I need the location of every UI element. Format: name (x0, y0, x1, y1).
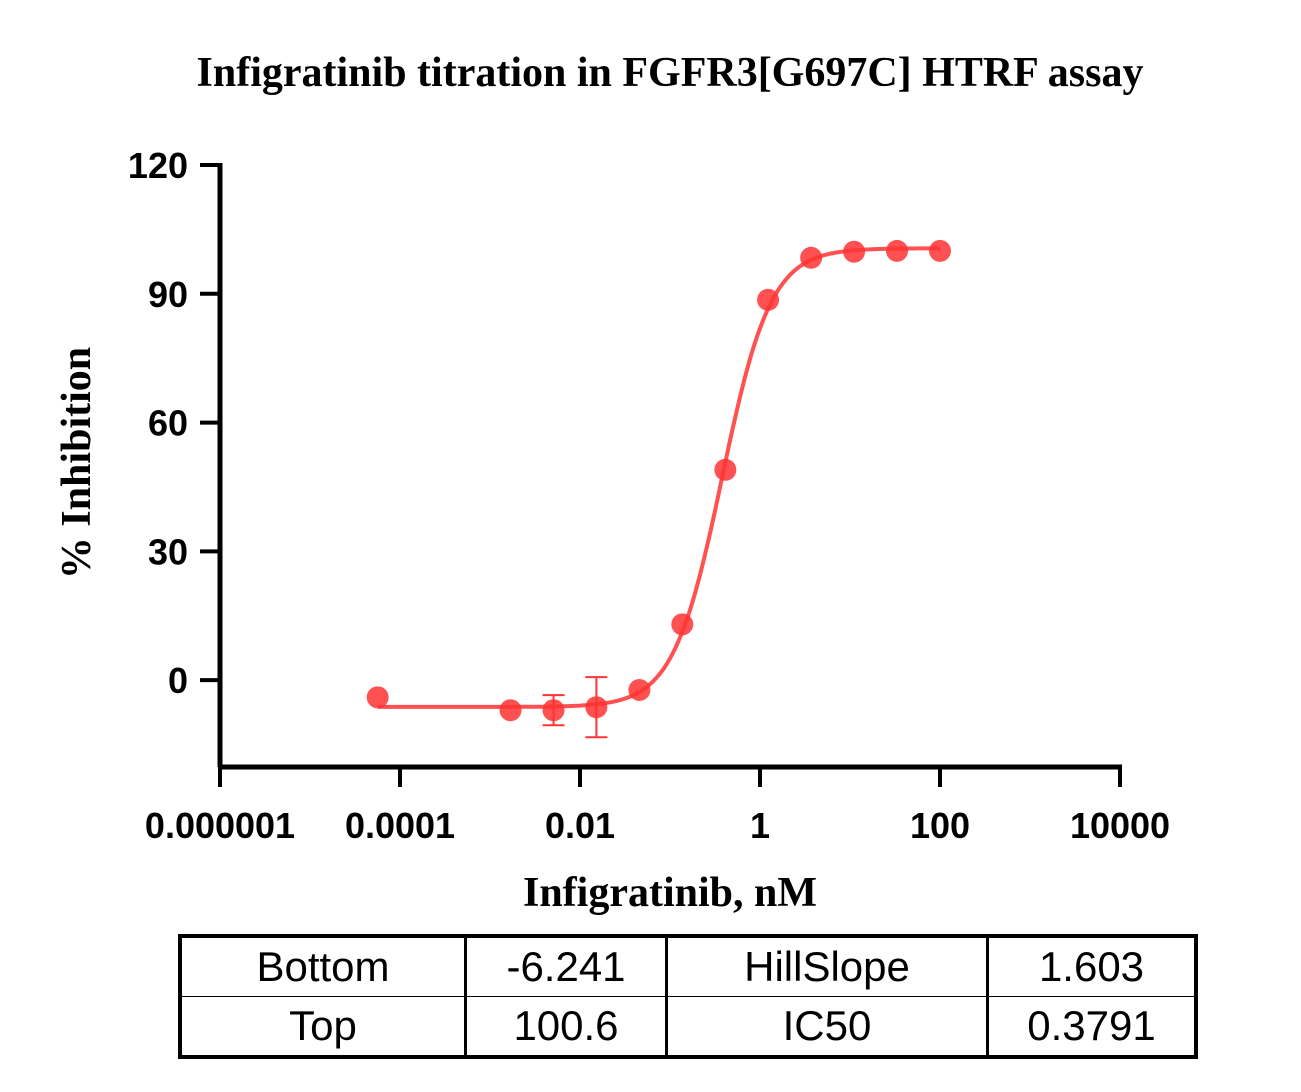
data-point (366, 686, 389, 709)
data-point (929, 239, 951, 262)
y-tick-label: 0 (168, 660, 188, 701)
param-value: 0.3791 (986, 996, 1198, 1057)
fit-parameters-table: Bottom -6.241 HillSlope 1.603 Top 100.6 … (178, 934, 1198, 1059)
x-tick-label: 1 (750, 805, 770, 846)
data-point (886, 239, 909, 262)
data-point (714, 458, 737, 481)
data-point (585, 696, 608, 719)
y-tick-label: 60 (148, 403, 188, 444)
x-tick-label: 10000 (1070, 805, 1170, 846)
y-tick-label: 30 (148, 531, 188, 572)
x-axis-label: Infigratinib, nM (523, 870, 817, 916)
chart-title: Infigratinib titration in FGFR3[G697C] H… (197, 50, 1144, 96)
y-tick-label: 90 (148, 274, 188, 315)
table-row: Top 100.6 IC50 0.3791 (178, 996, 1198, 1057)
param-name: Bottom (178, 936, 467, 997)
data-point (628, 679, 651, 702)
data-point (757, 288, 780, 311)
x-tick-label: 0.0001 (345, 805, 455, 846)
x-tick-label: 0.01 (545, 805, 615, 846)
param-value: 100.6 (464, 996, 668, 1057)
y-tick-label: 120 (128, 145, 188, 186)
fit-curve (377, 246, 940, 709)
data-point (542, 699, 565, 722)
data-point (800, 246, 823, 269)
data-point (671, 613, 694, 636)
param-name: Top (178, 996, 467, 1057)
param-value: 1.603 (986, 936, 1198, 997)
table-row: Bottom -6.241 HillSlope 1.603 (178, 936, 1198, 997)
y-axis-label: % Inhibition (54, 347, 100, 579)
param-name: IC50 (665, 996, 989, 1057)
data-point (499, 699, 522, 722)
x-tick-label: 0.000001 (145, 805, 295, 846)
dose-response-chart: Infigratinib titration in FGFR3[G697C] H… (54, 50, 1170, 916)
x-tick-label: 100 (910, 805, 970, 846)
data-point (843, 240, 866, 263)
param-name: HillSlope (665, 936, 989, 997)
param-value: -6.241 (464, 936, 668, 997)
